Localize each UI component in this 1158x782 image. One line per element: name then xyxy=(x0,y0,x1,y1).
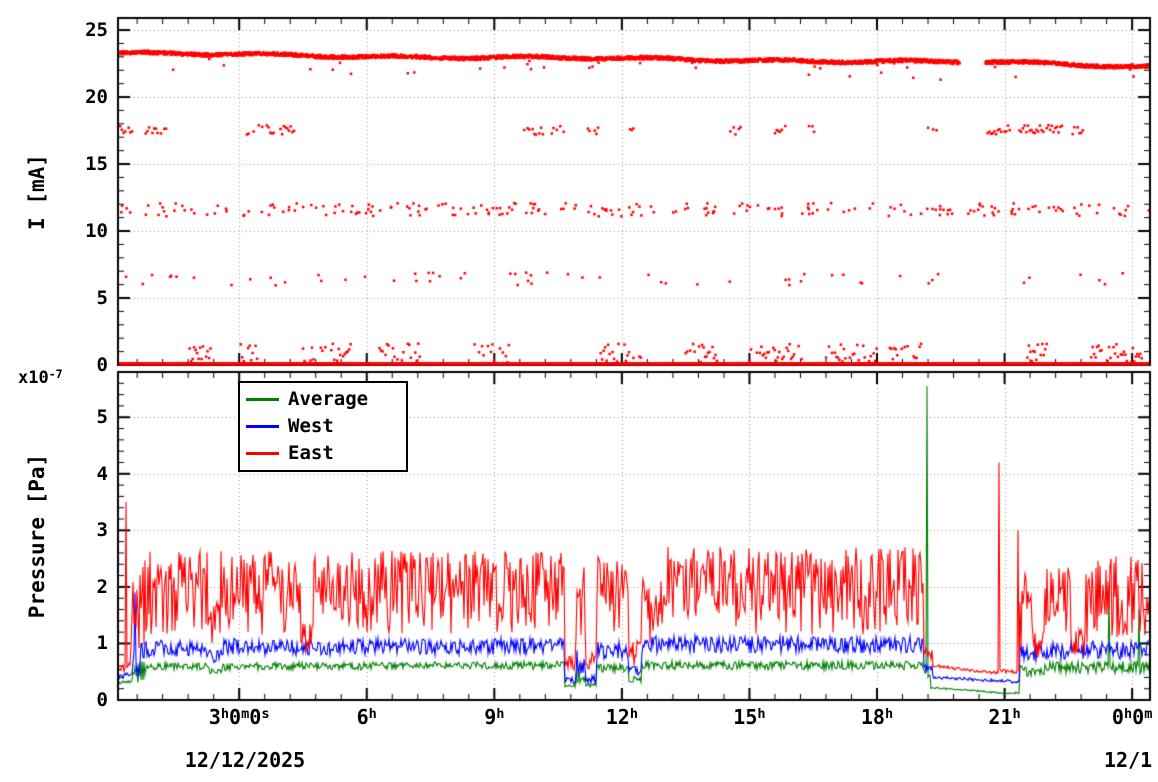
y-tick-label-pressure: 0 xyxy=(30,688,108,712)
legend: Average West East xyxy=(238,381,408,472)
x-tick-label: 6h xyxy=(297,704,437,730)
y-tick-label-pressure: 2 xyxy=(30,575,108,599)
legend-swatch xyxy=(246,452,279,455)
x-tick-label: 3h0m0s xyxy=(169,704,309,730)
date-label-left: 12/12/2025 xyxy=(170,748,320,772)
legend-entry-west: West xyxy=(246,413,400,440)
x-tick-label: 21h xyxy=(935,704,1075,730)
y-tick-label-current: 0 xyxy=(30,353,108,377)
figure: I [mA] Pressure [Pa] x10-7 0510152025012… xyxy=(0,0,1158,782)
y-tick-label-current: 5 xyxy=(30,286,108,310)
y-tick-label-current: 20 xyxy=(30,85,108,109)
legend-entry-east: East xyxy=(246,440,400,467)
chart-canvas xyxy=(0,0,1158,782)
y-axis-title-current: I [mA] xyxy=(25,88,51,296)
x-tick-label: 0h0m xyxy=(1062,704,1158,730)
y-tick-label-pressure: 4 xyxy=(30,462,108,486)
y-tick-label-current: 15 xyxy=(30,152,108,176)
legend-label: Average xyxy=(288,386,368,413)
x-tick-label: 15h xyxy=(679,704,819,730)
x-tick-label: 12h xyxy=(552,704,692,730)
y-tick-label-current: 10 xyxy=(30,219,108,243)
x-tick-label: 9h xyxy=(424,704,564,730)
legend-label: West xyxy=(288,413,334,440)
y-tick-label-current: 25 xyxy=(30,18,108,42)
date-label-right: 12/1 xyxy=(1104,748,1158,772)
legend-swatch xyxy=(246,398,279,401)
y-tick-label-pressure: 5 xyxy=(30,405,108,429)
legend-label: East xyxy=(288,440,334,467)
x-tick-label: 18h xyxy=(807,704,947,730)
legend-swatch xyxy=(246,425,279,428)
y-tick-label-pressure: 1 xyxy=(30,631,108,655)
y-tick-label-pressure: 3 xyxy=(30,518,108,542)
legend-entry-average: Average xyxy=(246,386,400,413)
